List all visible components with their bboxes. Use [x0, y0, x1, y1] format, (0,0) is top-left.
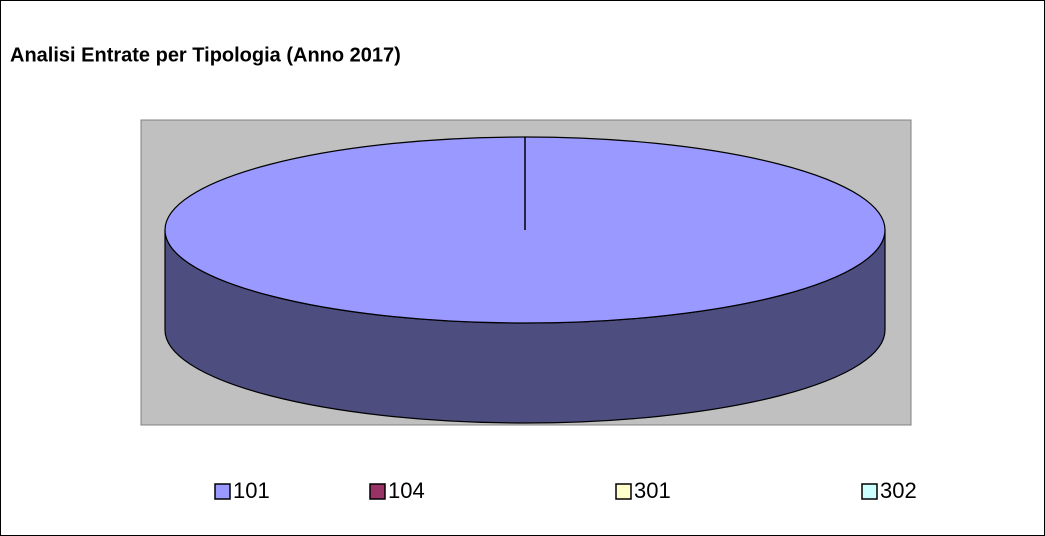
legend-label: 101 [233, 478, 270, 503]
legend-label: 302 [880, 478, 917, 503]
legend-swatch [214, 483, 231, 500]
legend-swatch [369, 483, 386, 500]
legend-swatch [615, 483, 632, 500]
legend-swatch [861, 483, 878, 500]
chart-title: Analisi Entrate per Tipologia (Anno 2017… [10, 44, 401, 66]
legend-label: 301 [634, 478, 671, 503]
legend-label: 104 [388, 478, 425, 503]
